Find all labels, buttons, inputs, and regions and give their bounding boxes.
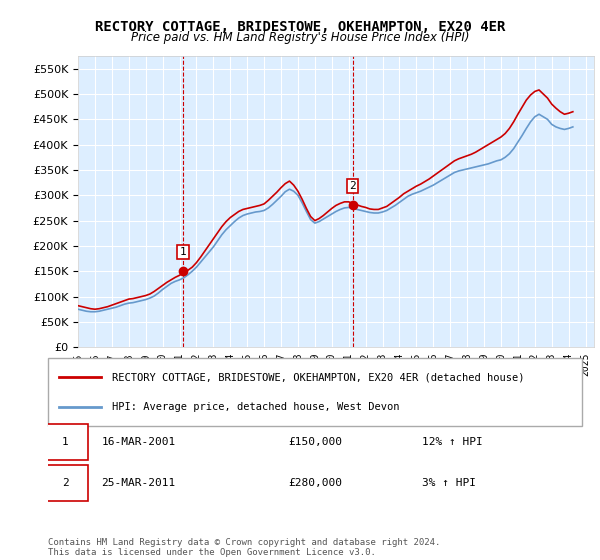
Text: RECTORY COTTAGE, BRIDESTOWE, OKEHAMPTON, EX20 4ER (detached house): RECTORY COTTAGE, BRIDESTOWE, OKEHAMPTON,… [112, 372, 524, 382]
FancyBboxPatch shape [43, 424, 88, 460]
Text: Contains HM Land Registry data © Crown copyright and database right 2024.
This d: Contains HM Land Registry data © Crown c… [48, 538, 440, 557]
Text: 16-MAR-2001: 16-MAR-2001 [101, 437, 176, 447]
Text: 1: 1 [179, 247, 187, 257]
Text: 1: 1 [62, 437, 68, 447]
Text: RECTORY COTTAGE, BRIDESTOWE, OKEHAMPTON, EX20 4ER: RECTORY COTTAGE, BRIDESTOWE, OKEHAMPTON,… [95, 20, 505, 34]
Text: 2: 2 [62, 478, 68, 488]
Text: £280,000: £280,000 [289, 478, 342, 488]
Text: 12% ↑ HPI: 12% ↑ HPI [422, 437, 482, 447]
Text: Price paid vs. HM Land Registry's House Price Index (HPI): Price paid vs. HM Land Registry's House … [131, 31, 469, 44]
FancyBboxPatch shape [48, 358, 582, 426]
Text: 2: 2 [349, 181, 356, 191]
Text: 3% ↑ HPI: 3% ↑ HPI [422, 478, 476, 488]
Text: HPI: Average price, detached house, West Devon: HPI: Average price, detached house, West… [112, 402, 400, 412]
FancyBboxPatch shape [43, 465, 88, 501]
Text: £150,000: £150,000 [289, 437, 342, 447]
Text: 25-MAR-2011: 25-MAR-2011 [101, 478, 176, 488]
